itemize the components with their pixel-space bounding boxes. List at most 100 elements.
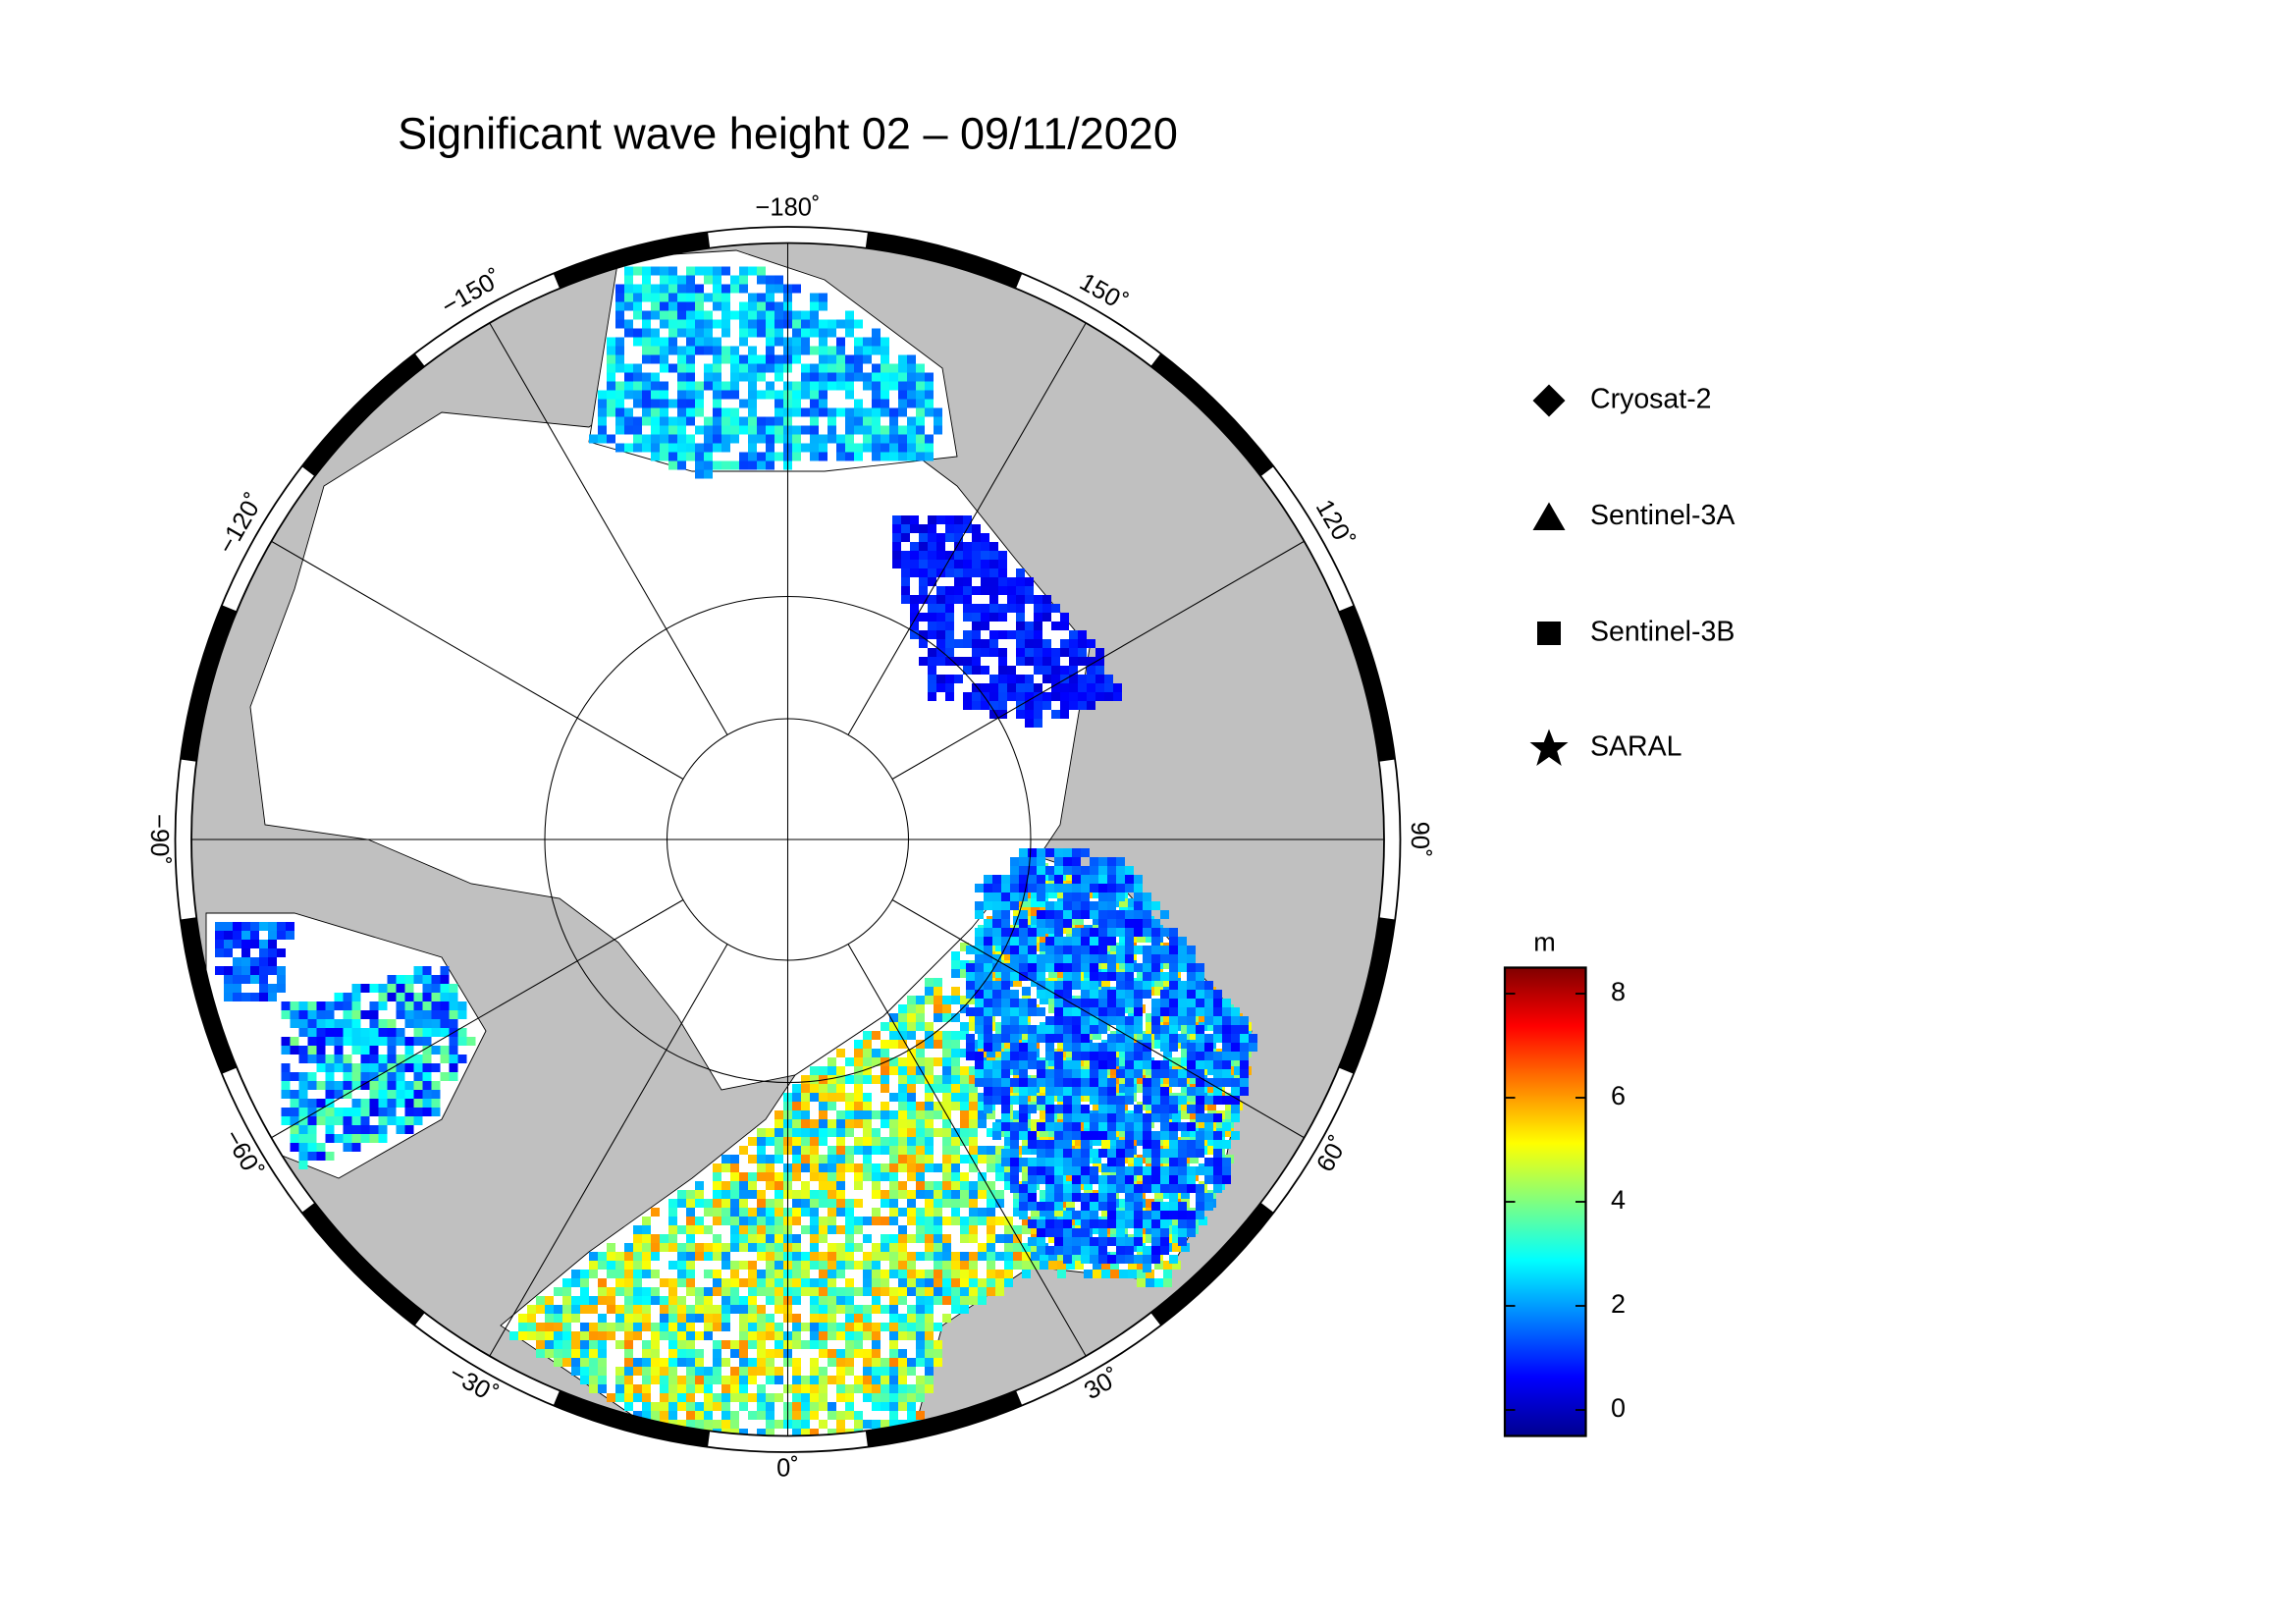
- swath-cell: [792, 284, 802, 294]
- swath-cell: [704, 1331, 714, 1340]
- swath-cell: [677, 1340, 687, 1349]
- swath-cell: [660, 1393, 669, 1402]
- swath-cell: [987, 1208, 996, 1217]
- swath-cell: [916, 1013, 926, 1022]
- swath-cell: [854, 1199, 864, 1208]
- swath-cell: [854, 1384, 864, 1393]
- swath-cell: [704, 416, 714, 426]
- swath-cell: [889, 443, 899, 453]
- swath-cell: [792, 1137, 802, 1146]
- swath-cell: [954, 533, 964, 542]
- swath-cell: [1078, 701, 1088, 710]
- swath-cell: [633, 328, 643, 338]
- swath-cell: [1063, 981, 1073, 990]
- swath-cell: [925, 1181, 934, 1190]
- swath-cell: [457, 1028, 467, 1037]
- swath-cell: [1181, 1084, 1191, 1093]
- legend-label: SARAL: [1590, 731, 1682, 763]
- swath-cell: [440, 1072, 450, 1081]
- swath-cell: [1116, 1211, 1126, 1219]
- swath-cell: [992, 919, 1002, 928]
- swath-cell: [748, 266, 758, 276]
- swath-cell: [298, 1081, 308, 1090]
- swath-cell: [1010, 937, 1020, 946]
- swath-cell: [757, 1411, 767, 1420]
- swath-cell: [828, 1102, 837, 1110]
- swath-cell: [1019, 1158, 1029, 1166]
- swath-cell: [1187, 1060, 1197, 1069]
- swath-cell: [819, 452, 828, 461]
- swath-cell: [660, 407, 669, 417]
- swath-cell: [404, 1037, 414, 1046]
- swath-cell: [1116, 1034, 1126, 1043]
- swath-cell: [1045, 1025, 1055, 1034]
- swath-cell: [660, 443, 669, 453]
- swath-cell: [642, 1367, 652, 1376]
- swath-cell: [972, 613, 982, 622]
- swath-cell: [934, 1084, 943, 1093]
- swath-cell: [642, 399, 652, 408]
- swath-cell: [739, 1225, 749, 1234]
- swath-cell: [615, 416, 625, 426]
- swath-cell: [774, 407, 784, 417]
- swath-cell: [343, 1001, 352, 1010]
- swath-cell: [545, 1314, 555, 1323]
- swath-cell: [998, 613, 1008, 622]
- swath-cell: [1090, 963, 1099, 972]
- swath-cell: [1116, 1069, 1126, 1078]
- swath-cell: [972, 604, 982, 613]
- swath-cell: [766, 434, 775, 444]
- swath-cell: [677, 1314, 687, 1323]
- swath-cell: [916, 1181, 926, 1190]
- swath-cell: [1196, 1007, 1205, 1016]
- swath-cell: [651, 354, 661, 364]
- swath-cell: [919, 560, 929, 568]
- swath-cell: [1134, 999, 1144, 1007]
- swath-cell: [615, 346, 625, 355]
- swath-cell: [404, 1099, 414, 1108]
- swath-cell: [1196, 1025, 1205, 1034]
- swath-cell: [554, 1323, 563, 1331]
- swath-cell: [1028, 1193, 1038, 1202]
- swath-cell: [721, 1411, 731, 1420]
- swath-cell: [298, 1010, 308, 1019]
- swath-cell: [819, 363, 828, 373]
- swath-cell: [695, 328, 705, 338]
- swath-cell: [863, 346, 873, 355]
- swath-cell: [774, 301, 784, 311]
- swath-cell: [898, 1323, 908, 1331]
- swath-cell: [413, 1090, 423, 1099]
- swath-cell: [916, 1217, 926, 1225]
- swath-cell: [998, 551, 1008, 560]
- swath-cell: [828, 425, 837, 435]
- swath-cell: [704, 1252, 714, 1261]
- swath-cell: [351, 1134, 361, 1143]
- swath-cell: [910, 613, 920, 622]
- swath-cell: [766, 1402, 775, 1411]
- swath-cell: [343, 1028, 352, 1037]
- swath-cell: [1116, 1096, 1126, 1105]
- swath-cell: [889, 1128, 899, 1137]
- swath-cell: [677, 284, 687, 294]
- swath-cell: [259, 957, 269, 966]
- swath-cell: [928, 692, 937, 701]
- swath-cell: [1045, 1158, 1055, 1166]
- swath-cell: [1004, 1252, 1014, 1261]
- swath-cell: [901, 533, 911, 542]
- swath-cell: [1040, 1190, 1049, 1199]
- swath-cell: [1169, 1202, 1179, 1211]
- swath-cell: [1107, 928, 1117, 937]
- swath-cell: [1169, 1025, 1179, 1034]
- swath-cell: [351, 1081, 361, 1090]
- swath-cell: [562, 1278, 572, 1287]
- swath-cell: [422, 1010, 432, 1019]
- swath-cell: [936, 622, 946, 630]
- swath-cell: [668, 1314, 678, 1323]
- swath-cell: [981, 604, 990, 613]
- swath-cell: [1119, 1270, 1129, 1278]
- swath-cell: [1181, 1110, 1191, 1119]
- frame-segment: [553, 1390, 711, 1447]
- swath-cell: [1178, 1078, 1188, 1087]
- swath-cell: [960, 1199, 970, 1208]
- swath-cell: [369, 1090, 379, 1099]
